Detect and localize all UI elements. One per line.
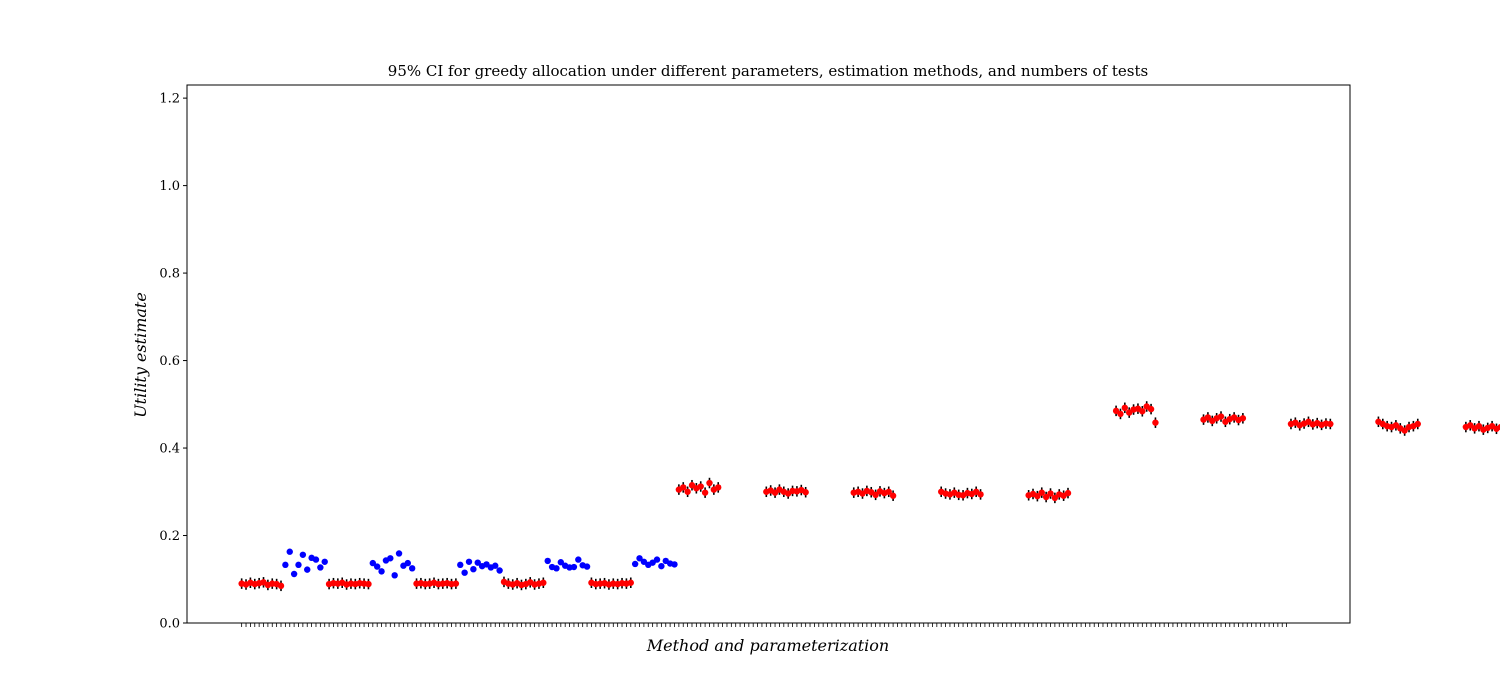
blue-data-point xyxy=(404,559,411,567)
y-tick-label: 1.0 xyxy=(159,179,180,194)
red-data-point xyxy=(680,484,687,491)
y-tick-label: 1.2 xyxy=(159,92,180,107)
blue-data-point xyxy=(671,561,678,568)
red-data-point xyxy=(1217,413,1225,420)
tick-layer: 0.0 0.2 0.4 0.6 0.8 1.0 1.2 xyxy=(159,92,1288,632)
blue-data-point xyxy=(492,562,499,569)
blue-data-point xyxy=(583,563,591,570)
blue-data-point xyxy=(496,567,503,574)
red-data-point xyxy=(540,579,547,586)
y-tick-label: 0.6 xyxy=(159,354,180,369)
red-data-point xyxy=(1042,493,1050,501)
red-data-point xyxy=(1239,415,1247,422)
chart-title: 95% CI for greedy allocation under diffe… xyxy=(388,62,1148,80)
red-data-point xyxy=(1121,404,1129,411)
red-data-point xyxy=(684,488,691,495)
y-tick-label: 0.2 xyxy=(159,529,180,544)
red-data-point xyxy=(452,580,460,587)
blue-data-point xyxy=(457,561,464,569)
red-data-point xyxy=(365,580,372,588)
red-data-point xyxy=(697,483,704,490)
blue-data-point xyxy=(631,560,639,568)
blue-data-point xyxy=(408,565,416,572)
red-data-point xyxy=(1147,405,1155,413)
red-data-point xyxy=(1047,490,1054,497)
blue-data-point xyxy=(312,556,320,563)
blue-data-point xyxy=(299,551,307,558)
y-tick-label: 0.0 xyxy=(159,617,180,632)
red-data-point xyxy=(1475,422,1483,430)
red-data-point xyxy=(1204,414,1212,421)
red-data-point xyxy=(627,579,634,586)
red-data-point xyxy=(1064,489,1072,497)
red-data-point xyxy=(1401,427,1408,434)
blue-data-point xyxy=(557,559,565,566)
plot-frame xyxy=(186,84,1351,624)
red-data-point xyxy=(872,491,879,499)
blue-data-point xyxy=(461,569,468,576)
red-data-point xyxy=(889,492,897,499)
blue-data-point xyxy=(570,563,578,571)
red-data-point xyxy=(885,488,892,495)
blue-data-point xyxy=(658,562,665,570)
blue-data-point xyxy=(286,548,293,555)
blue-data-point xyxy=(553,565,560,572)
red-data-point xyxy=(277,582,285,590)
blue-data-point xyxy=(290,570,298,578)
red-data-point xyxy=(1038,489,1045,496)
y-axis-label: Utility estimate xyxy=(131,292,150,418)
blue-data-point xyxy=(295,561,302,569)
blue-data-point xyxy=(653,556,661,563)
x-axis-label: Method and parameterization xyxy=(646,636,889,655)
red-data-point xyxy=(715,484,722,491)
red-data-point xyxy=(701,489,709,496)
y-tick-label: 0.4 xyxy=(159,442,180,457)
blue-data-point xyxy=(282,561,289,569)
blue-data-point xyxy=(470,566,477,573)
blue-data-point xyxy=(369,559,377,567)
blue-data-point xyxy=(378,568,385,575)
red-data-point xyxy=(802,489,809,496)
red-data-point xyxy=(1117,410,1124,418)
red-data-point xyxy=(977,491,984,498)
red-data-point xyxy=(706,479,713,487)
blue-data-point xyxy=(544,557,551,565)
blue-data-point xyxy=(373,563,381,570)
blue-data-point xyxy=(304,566,311,573)
blue-data-point xyxy=(317,564,324,571)
blue-data-point xyxy=(387,555,394,562)
blue-data-point xyxy=(636,555,643,562)
blue-data-point xyxy=(575,556,582,563)
blue-data-point xyxy=(465,558,473,565)
y-tick-label: 0.8 xyxy=(159,267,180,282)
blue-data-point xyxy=(474,559,481,566)
red-data-point xyxy=(1051,494,1059,502)
point-layer xyxy=(238,403,1500,590)
blue-data-point xyxy=(321,558,328,565)
red-data-point xyxy=(1327,420,1334,428)
red-data-point xyxy=(1414,420,1421,428)
blue-data-point xyxy=(395,550,403,557)
red-data-point xyxy=(1139,408,1146,415)
blue-data-point xyxy=(391,572,398,579)
red-data-point xyxy=(1497,423,1500,431)
red-data-point xyxy=(1034,492,1041,500)
red-data-point xyxy=(1152,419,1159,426)
